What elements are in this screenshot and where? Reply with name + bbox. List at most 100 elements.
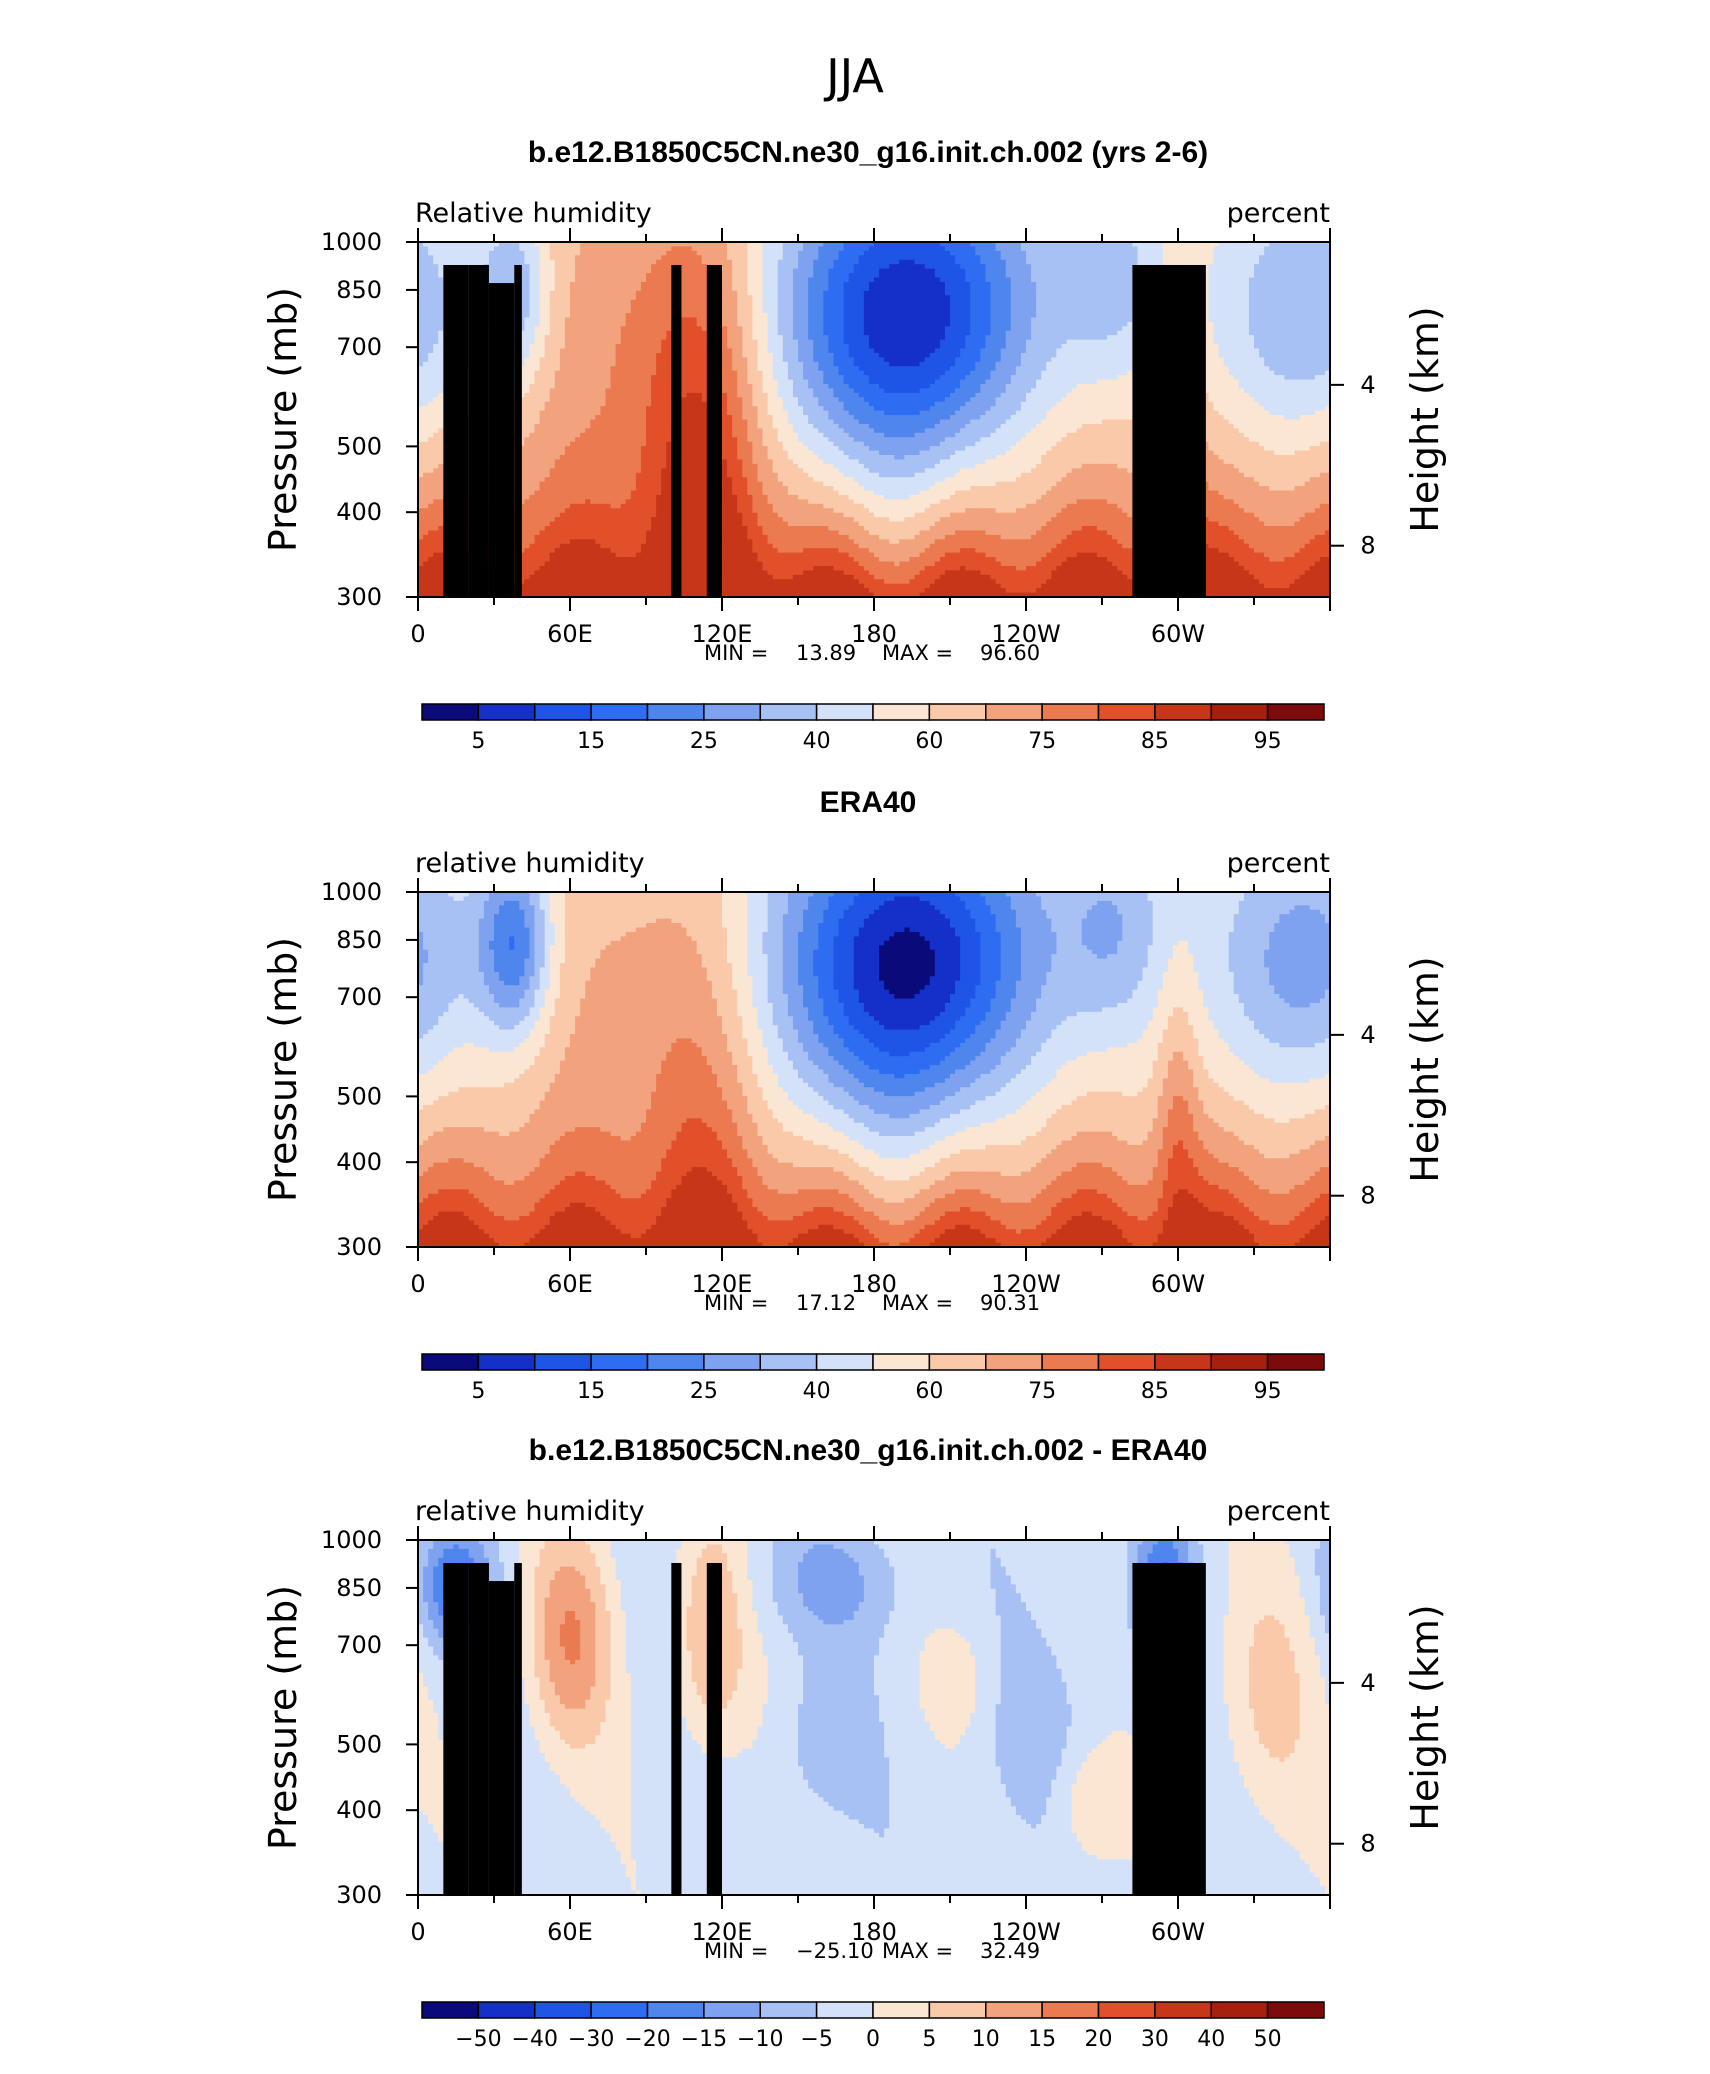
colorbar-swatch <box>872 703 931 721</box>
topography-mask <box>706 1562 722 1895</box>
colorbar-swatch <box>928 703 987 721</box>
colorbar-swatch <box>815 703 874 721</box>
x-tick-label: 120E <box>692 620 753 648</box>
min-label: MIN = <box>704 1939 768 1963</box>
x-tick-label: 60W <box>1151 620 1205 648</box>
colorbar-swatch <box>985 703 1043 721</box>
max-label: MAX = <box>882 1291 953 1315</box>
colorbar-swatch <box>534 2001 592 2019</box>
colorbar-label: −20 <box>624 2027 670 2052</box>
colorbar-swatch <box>928 2001 987 2019</box>
y-tick-label: 400 <box>336 498 382 526</box>
variable-label: relative humidity <box>415 1496 645 1527</box>
topography-mask <box>671 264 682 597</box>
min-value: 17.12 <box>796 1291 856 1315</box>
topography-mask <box>443 264 469 597</box>
colorbar-label: −30 <box>568 2027 614 2052</box>
colorbar-label: 5 <box>922 2027 936 2052</box>
colorbar-label: 15 <box>1028 2027 1056 2052</box>
min-value: 13.89 <box>796 641 856 665</box>
colorbar-swatch <box>1210 1353 1269 1371</box>
colorbar-swatch <box>1097 1353 1156 1371</box>
colorbar-swatch <box>928 1353 987 1371</box>
colorbar-swatch <box>590 1353 649 1371</box>
max-value: 90.31 <box>980 1291 1040 1315</box>
panel-1: b.e12.B1850C5CN.ne30_g16.init.ch.002 (yr… <box>261 136 1447 754</box>
min-label: MIN = <box>704 1291 768 1315</box>
colorbar-swatch <box>534 703 592 721</box>
x-tick-label: 120W <box>991 620 1061 648</box>
colorbar-swatch <box>1266 1353 1325 1371</box>
x-tick-label: 180 <box>851 620 897 648</box>
colorbar-label: 20 <box>1085 2027 1113 2052</box>
colorbar-swatch <box>477 2001 536 2019</box>
colorbar-swatch <box>1266 703 1325 721</box>
y-tick-label: 300 <box>336 1881 382 1909</box>
topography-mask <box>1132 264 1206 597</box>
y-tick-label: 500 <box>336 1730 382 1758</box>
units-label: percent <box>1227 848 1330 879</box>
x-tick-label: 60E <box>547 1918 593 1946</box>
units-label: percent <box>1227 198 1330 229</box>
topography-mask <box>706 264 722 597</box>
colorbar-swatch <box>815 1353 874 1371</box>
x-tick-label: 60W <box>1151 1270 1205 1298</box>
topography-mask <box>468 1562 489 1895</box>
y-tick-label: 300 <box>336 1233 382 1261</box>
colorbar-swatch <box>1154 703 1212 721</box>
colorbar-swatch <box>1097 703 1156 721</box>
colorbar-label: −15 <box>681 2027 727 2052</box>
y-tick-label: 700 <box>336 983 382 1011</box>
colorbar-swatch <box>759 2001 818 2019</box>
y-tick-label-right: 4 <box>1360 1669 1375 1697</box>
colorbar-swatch <box>477 1353 536 1371</box>
y-tick-label: 1000 <box>321 228 382 256</box>
y-tick-label: 700 <box>336 1631 382 1659</box>
colorbar-swatch <box>872 1353 931 1371</box>
y-tick-label: 850 <box>336 1574 382 1602</box>
x-tick-label: 60E <box>547 1270 593 1298</box>
y-tick-label: 1000 <box>321 1526 382 1554</box>
colorbar-label: −10 <box>737 2027 783 2052</box>
y-tick-label: 400 <box>336 1148 382 1176</box>
colorbar-label: 50 <box>1254 2027 1282 2052</box>
colorbar-swatch <box>421 703 480 721</box>
variable-label: Relative humidity <box>415 198 652 229</box>
colorbar-label: 40 <box>803 1379 831 1404</box>
y-tick-label-right: 4 <box>1360 1021 1375 1049</box>
topography-mask <box>488 1581 515 1895</box>
colorbar-label: 75 <box>1028 729 1056 754</box>
y-tick-label: 500 <box>336 1082 382 1110</box>
colorbar-label: 40 <box>1197 2027 1225 2052</box>
y-axis-title: Pressure (mb) <box>261 937 305 1202</box>
colorbar-swatch <box>703 703 761 721</box>
topography-mask <box>468 264 489 597</box>
colorbar-swatch <box>1266 2001 1325 2019</box>
x-tick-label: 60E <box>547 620 593 648</box>
colorbar-swatch <box>703 1353 761 1371</box>
colorbar-label: 85 <box>1141 1379 1169 1404</box>
colorbar-label: −5 <box>800 2027 832 2052</box>
y-tick-label: 700 <box>336 333 382 361</box>
colorbar-swatch <box>590 2001 649 2019</box>
contour-field <box>418 892 1330 1247</box>
panel-title: b.e12.B1850C5CN.ne30_g16.init.ch.002 (yr… <box>528 136 1208 169</box>
y-tick-label-right: 8 <box>1360 532 1375 560</box>
figure-title: JJA <box>823 49 884 103</box>
colorbar-label: 15 <box>577 729 605 754</box>
min-label: MIN = <box>704 641 768 665</box>
panel-title: ERA40 <box>820 786 917 819</box>
colorbar-swatch <box>815 2001 874 2019</box>
colorbar-swatch <box>1210 703 1269 721</box>
colorbar-label: 85 <box>1141 729 1169 754</box>
colorbar-label: 25 <box>690 729 718 754</box>
topography-mask <box>671 1562 682 1895</box>
topography-mask <box>1132 1562 1206 1895</box>
colorbar-label: 0 <box>866 2027 880 2052</box>
panel-2: ERA40 relative humidity percent 0 60E 120E 180… <box>261 786 1447 1404</box>
x-tick-label: 180 <box>851 1918 897 1946</box>
colorbar-label: 5 <box>471 1379 485 1404</box>
colorbar-swatch <box>1210 2001 1269 2019</box>
y-axis-title: Pressure (mb) <box>261 287 305 552</box>
